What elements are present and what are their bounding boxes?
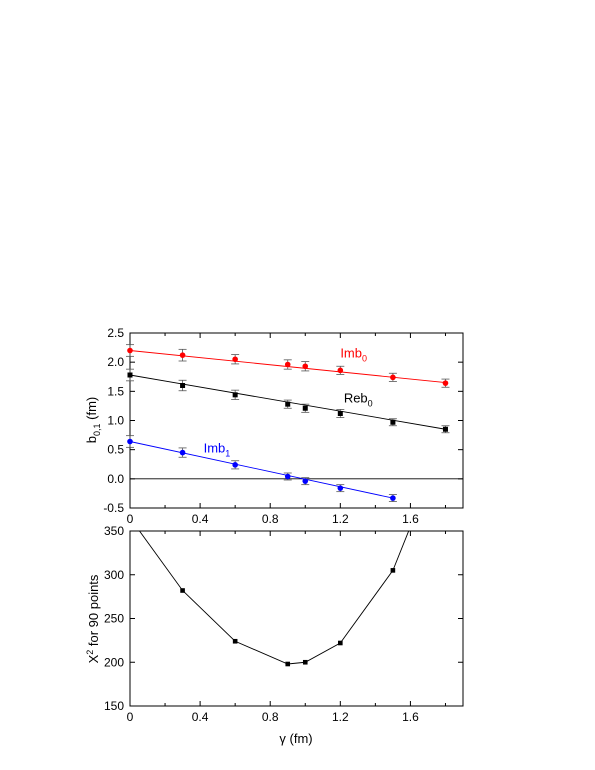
data-point — [232, 462, 238, 468]
data-point — [442, 380, 449, 386]
bottom-y-tick-label: 150 — [104, 699, 124, 713]
top-x-tick-label: 1.6 — [402, 512, 419, 526]
bottom-y-tick-label: 250 — [104, 612, 124, 626]
y-axis-label: b0,1 (fm) — [84, 397, 102, 443]
bottom-x-tick-label: 0.8 — [262, 710, 279, 724]
top-y-tick-label: 1.0 — [107, 414, 124, 428]
bottom-y-tick-label: 200 — [104, 655, 124, 669]
data-point — [390, 568, 396, 573]
bottom-x-tick-label: 1.2 — [332, 710, 349, 724]
bottom-x-tick-label: 0.4 — [192, 710, 209, 724]
bottom-ticks — [129, 530, 463, 707]
data-point — [442, 426, 448, 432]
data-point — [127, 438, 133, 445]
data-point — [390, 374, 396, 381]
series-label: Imb0 — [340, 346, 367, 364]
data-point — [284, 361, 291, 368]
top-panel: 0 0.4 0.8 1.2 1.6 -0.5 0.0 0.5 1.0 1.5 2.0 2.5 Imb0 R… — [84, 326, 464, 526]
bottom-y-tick-label: 300 — [104, 568, 124, 582]
x-axis-label: γ (fm) — [279, 731, 312, 746]
top-x-tick-label: 1.2 — [332, 512, 349, 526]
data-point — [338, 640, 343, 646]
top-x-tick-label: 0 — [127, 512, 134, 526]
data-point — [127, 347, 133, 354]
top-labels: 0 0.4 0.8 1.2 1.6 -0.5 0.0 0.5 1.0 1.5 2.0 2.5 Imb0 R… — [84, 326, 419, 526]
data-point — [285, 401, 291, 407]
bottom-panel: 0 0.4 0.8 1.2 1.6 150 200 250 300 350 γ (fm) Χ2 for… — [85, 524, 464, 746]
top-y-tick-label: -0.5 — [103, 501, 124, 515]
data-point — [337, 367, 344, 374]
data-point — [337, 411, 343, 416]
top-x-tick-label: 0.8 — [262, 512, 279, 526]
data-point — [302, 478, 309, 484]
data-point — [285, 661, 291, 667]
data-point — [390, 495, 396, 501]
data-point — [232, 392, 238, 398]
bottom-plot-frame — [129, 530, 464, 707]
data-point — [180, 383, 186, 388]
series-imb-1 — [126, 435, 397, 502]
bottom-series-group — [138, 531, 410, 667]
series-reb-0 — [126, 368, 450, 434]
data-point — [232, 638, 238, 644]
data-point — [179, 352, 186, 358]
data-point — [179, 449, 186, 456]
top-y-tick-label: 0.5 — [107, 443, 124, 457]
y-axis-label: Χ2 for 90 points — [85, 574, 101, 663]
series-imb-0 — [126, 344, 450, 388]
series-label: Imb1 — [204, 441, 231, 459]
top-y-tick-label: 0.0 — [107, 472, 124, 486]
data-point — [302, 363, 309, 370]
top-plot-frame — [129, 332, 464, 509]
fit-line — [129, 441, 393, 499]
top-y-tick-label: 1.5 — [107, 384, 124, 398]
bottom-labels: 0 0.4 0.8 1.2 1.6 150 200 250 300 350 γ (fm) Χ2 for… — [85, 524, 419, 746]
chi2-curve — [138, 531, 410, 665]
top-y-tick-label: 2.0 — [107, 355, 124, 369]
bottom-y-tick-label: 350 — [104, 524, 124, 538]
bottom-x-tick-label: 0 — [127, 710, 134, 724]
data-point — [390, 419, 396, 425]
top-x-tick-label: 0.4 — [192, 512, 209, 526]
data-point — [284, 473, 291, 480]
top-ticks — [129, 332, 463, 509]
series-label: Reb0 — [344, 390, 373, 408]
data-point — [337, 485, 344, 491]
data-point — [180, 588, 185, 593]
data-point — [302, 659, 308, 665]
data-point — [302, 405, 308, 411]
data-point — [232, 356, 238, 363]
top-series-group — [126, 344, 450, 502]
top-y-tick-label: 2.5 — [107, 326, 124, 340]
data-point — [127, 372, 133, 378]
bottom-x-tick-label: 1.6 — [402, 710, 419, 724]
